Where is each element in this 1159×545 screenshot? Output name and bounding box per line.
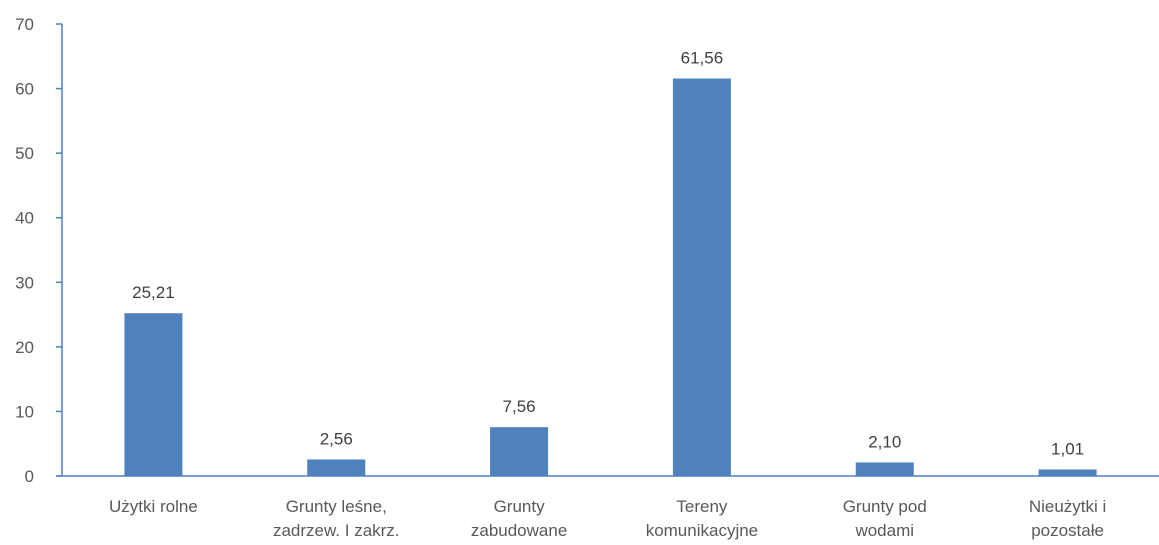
bar-data-label: 2,10 (868, 432, 901, 451)
y-tick-label: 0 (25, 467, 34, 486)
x-axis-category-labels: Użytki rolne Grunty leśne, zadrzew. I zakr… (109, 497, 1106, 540)
bar-data-label: 7,56 (503, 397, 536, 416)
bar (855, 462, 914, 476)
y-tick-label: 60 (15, 80, 34, 99)
y-tick-label: 40 (15, 209, 34, 228)
bars (124, 78, 1097, 476)
x-category-label-line: Nieużytki i (1029, 497, 1106, 516)
bar (1038, 469, 1097, 476)
x-category-label: Grunty zabudowane (471, 497, 567, 540)
x-category-label-line: pozostałe (1031, 521, 1104, 540)
x-category-label-line: zadrzew. I zakrz. (273, 521, 400, 540)
x-category-label: Użytki rolne (109, 497, 198, 516)
y-tick-label: 70 (15, 15, 34, 34)
bar (124, 313, 183, 476)
x-category-label-line: Grunty leśne, (286, 497, 387, 516)
x-category-label-line: Tereny (676, 497, 728, 516)
bar (490, 427, 549, 476)
x-category-label: Grunty leśne, zadrzew. I zakrz. (273, 497, 400, 540)
x-category-label-line: zabudowane (471, 521, 567, 540)
y-tick-label: 20 (15, 338, 34, 357)
bar-data-label: 25,21 (132, 283, 175, 302)
bar-data-label: 1,01 (1051, 439, 1084, 458)
x-category-label-line: Grunty pod (843, 497, 927, 516)
bar (672, 78, 731, 476)
y-tick-label: 50 (15, 144, 34, 163)
bar-data-label: 2,56 (320, 429, 353, 448)
x-category-label-line: Grunty (494, 497, 546, 516)
y-axis-ticks: 0 10 20 30 40 50 60 70 (15, 15, 62, 486)
x-category-label: Tereny komunikacyjne (646, 497, 758, 540)
data-labels: 25,21 2,56 7,56 61,56 2,10 1,01 (132, 48, 1084, 458)
x-category-label-line: komunikacyjne (646, 521, 758, 540)
x-category-label-line: Użytki rolne (109, 497, 198, 516)
y-tick-label: 30 (15, 273, 34, 292)
x-category-label-line: wodami (854, 521, 914, 540)
bar (307, 459, 366, 476)
y-tick-label: 10 (15, 402, 34, 421)
x-category-label: Grunty pod wodami (843, 497, 927, 540)
x-category-label: Nieużytki i pozostałe (1029, 497, 1106, 540)
bar-data-label: 61,56 (681, 48, 724, 67)
